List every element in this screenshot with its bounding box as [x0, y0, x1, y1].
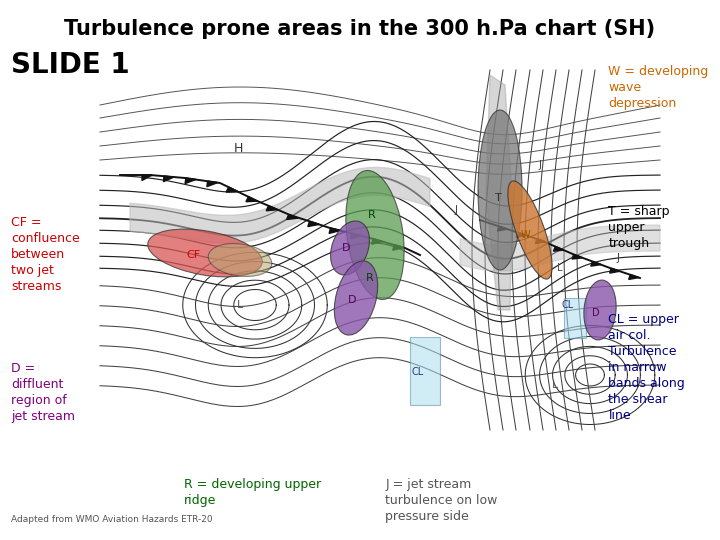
Text: Adapted from WMO Aviation Hazards ETR-20: Adapted from WMO Aviation Hazards ETR-20: [11, 515, 212, 524]
Polygon shape: [289, 214, 298, 218]
Text: J: J: [539, 160, 541, 170]
Ellipse shape: [508, 181, 552, 279]
Text: CL: CL: [412, 367, 424, 377]
Text: R: R: [366, 273, 374, 283]
Text: CF =
confluence
between
two jet
streams: CF = confluence between two jet streams: [11, 216, 79, 293]
Text: R = developing upper
ridge: R = developing upper ridge: [184, 478, 320, 507]
Polygon shape: [228, 187, 238, 192]
Polygon shape: [142, 175, 152, 180]
Ellipse shape: [478, 110, 522, 270]
Polygon shape: [536, 239, 546, 244]
Text: D =
diffluent
region of
jet stream: D = diffluent region of jet stream: [11, 362, 75, 423]
Text: J = jet stream
turbulence on low
pressure side: J = jet stream turbulence on low pressur…: [385, 478, 498, 523]
Polygon shape: [516, 233, 526, 238]
Text: Turbulence prone areas in the 300 h.Pa chart (SH): Turbulence prone areas in the 300 h.Pa c…: [64, 19, 656, 39]
Polygon shape: [310, 221, 319, 225]
Ellipse shape: [330, 221, 369, 275]
Polygon shape: [163, 176, 174, 181]
Polygon shape: [460, 225, 660, 271]
Polygon shape: [518, 233, 526, 235]
Polygon shape: [372, 239, 383, 244]
Text: D: D: [342, 243, 350, 253]
Polygon shape: [352, 233, 361, 236]
Ellipse shape: [208, 244, 271, 276]
Text: CL = upper
air col.
Turbulence
in narrow
bands along
the shear
line: CL = upper air col. Turbulence in narrow…: [608, 313, 685, 422]
Polygon shape: [629, 275, 639, 279]
Polygon shape: [186, 178, 196, 179]
Polygon shape: [246, 197, 257, 202]
FancyBboxPatch shape: [564, 298, 586, 338]
Polygon shape: [572, 254, 582, 259]
Polygon shape: [266, 206, 278, 211]
Polygon shape: [130, 167, 430, 244]
Ellipse shape: [334, 261, 378, 335]
Polygon shape: [591, 261, 601, 266]
Polygon shape: [226, 187, 238, 192]
Text: CF: CF: [186, 250, 200, 260]
Polygon shape: [269, 206, 278, 210]
Polygon shape: [610, 268, 620, 273]
Polygon shape: [330, 228, 340, 231]
Polygon shape: [351, 233, 361, 239]
Text: L: L: [557, 263, 563, 273]
Polygon shape: [499, 226, 508, 229]
Text: T = sharp
upper
trough: T = sharp upper trough: [608, 205, 670, 250]
Text: D: D: [348, 295, 356, 305]
Text: H: H: [233, 141, 243, 154]
Text: R: R: [368, 210, 376, 220]
Polygon shape: [574, 254, 582, 258]
Text: D: D: [592, 308, 600, 318]
Ellipse shape: [148, 229, 262, 277]
Polygon shape: [611, 268, 620, 271]
Polygon shape: [554, 247, 564, 251]
Polygon shape: [392, 245, 404, 250]
FancyBboxPatch shape: [410, 337, 440, 405]
Polygon shape: [555, 247, 564, 250]
Polygon shape: [486, 75, 512, 310]
Polygon shape: [395, 245, 404, 248]
Polygon shape: [207, 181, 217, 183]
Polygon shape: [164, 176, 174, 177]
Polygon shape: [373, 239, 383, 241]
Polygon shape: [537, 239, 546, 242]
Polygon shape: [308, 221, 319, 227]
Polygon shape: [287, 214, 298, 220]
Polygon shape: [185, 178, 196, 184]
Polygon shape: [498, 226, 508, 231]
Polygon shape: [329, 228, 340, 233]
Polygon shape: [593, 261, 601, 265]
Text: L: L: [237, 300, 243, 310]
Text: L: L: [552, 380, 558, 390]
Text: SLIDE 1: SLIDE 1: [11, 51, 130, 79]
Text: W: W: [520, 230, 530, 240]
Ellipse shape: [346, 171, 404, 300]
Polygon shape: [248, 197, 257, 201]
Text: L: L: [477, 190, 482, 200]
Text: T: T: [495, 193, 501, 203]
Text: J: J: [454, 205, 457, 215]
Ellipse shape: [584, 280, 616, 340]
Polygon shape: [630, 275, 639, 278]
Polygon shape: [207, 181, 217, 187]
Text: W = developing
wave
depression: W = developing wave depression: [608, 65, 708, 110]
Text: CL: CL: [562, 300, 574, 310]
Text: J: J: [616, 253, 619, 263]
